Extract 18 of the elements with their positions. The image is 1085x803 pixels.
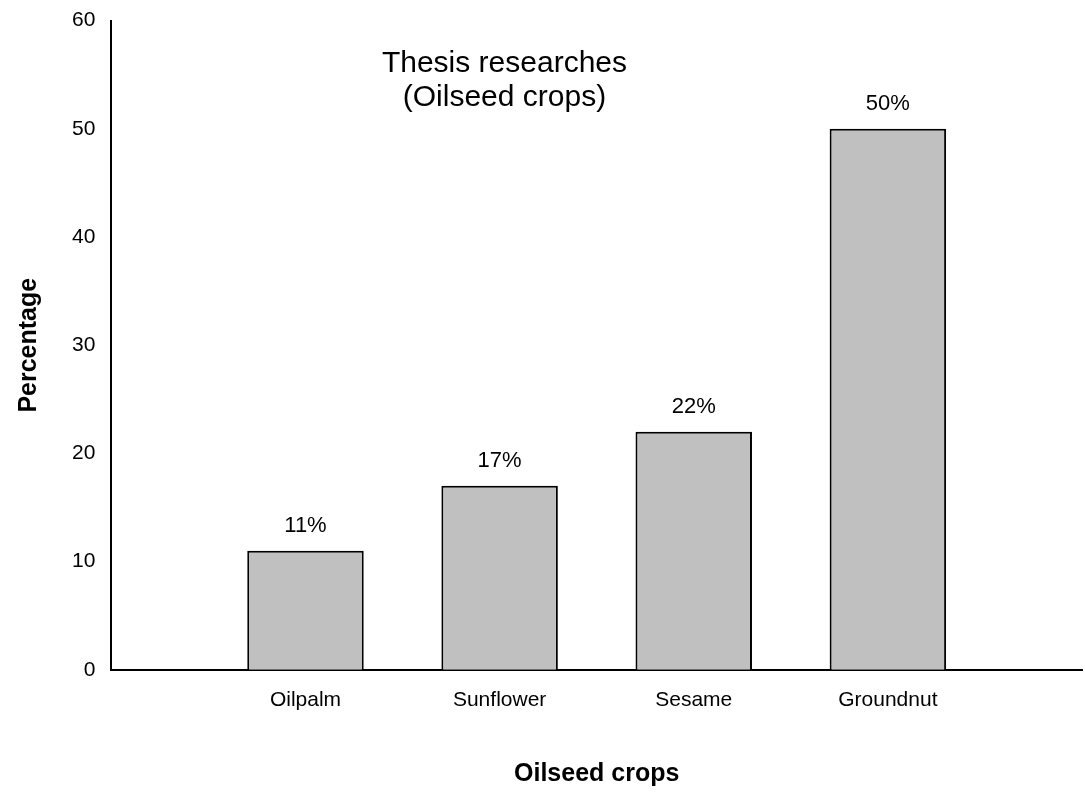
y-axis-title: Percentage: [12, 277, 41, 413]
data-label: 11%: [284, 511, 327, 537]
x-tick-label: Oilpalm: [269, 687, 342, 711]
y-tick-label: 50: [72, 115, 96, 139]
x-tick-label: Groundnut: [838, 687, 938, 711]
x-axis-title: Oilseed crops: [514, 757, 680, 786]
data-label: 22%: [671, 392, 716, 418]
y-tick-label: 10: [72, 548, 96, 572]
y-tick-label: 0: [83, 656, 96, 680]
y-tick-label: 30: [72, 332, 96, 355]
x-tick-label: Sunflower: [452, 687, 547, 711]
data-label: 50%: [865, 89, 910, 115]
y-tick-label: 60: [72, 7, 96, 31]
text: Thesis researches (Oilseed crops): [381, 44, 628, 112]
y-tick-label: 40: [72, 223, 96, 247]
y-tick-label: 20: [72, 440, 96, 464]
x-tick-label: Sesame: [655, 687, 733, 711]
data-label: 17%: [477, 446, 522, 472]
